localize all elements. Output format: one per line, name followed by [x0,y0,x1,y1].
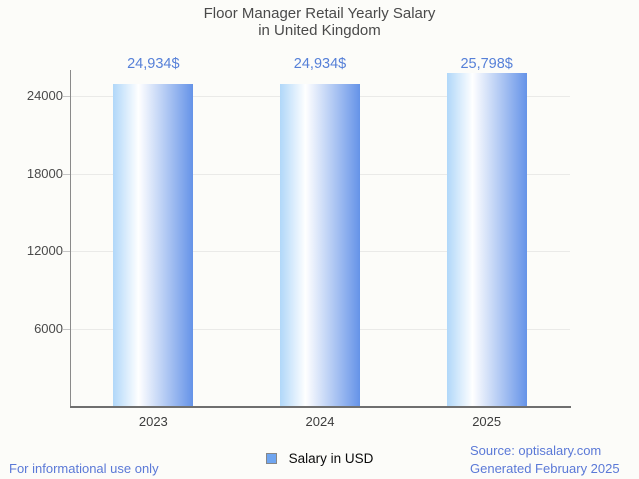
bar-2025 [446,72,527,407]
source-link[interactable]: Source: optisalary.com [470,443,602,458]
y-axis-tick [63,329,70,331]
disclaimer-text: For informational use only [9,461,159,476]
x-axis-label: 2025 [472,414,502,429]
y-axis-tick [63,95,70,97]
y-axis-label: 18000 [26,165,63,181]
y-axis-tick [63,173,70,175]
bar-2024 [280,83,360,407]
chart-title: Floor Manager Retail Yearly Salary in Un… [0,5,639,39]
y-axis-label: 12000 [26,243,63,259]
bar-value-label: 24,934$ [293,56,347,72]
x-axis-label: 2023 [138,414,168,429]
legend-swatch-icon [265,453,277,464]
bar-value-label: 24,934$ [127,56,180,72]
chart-legend: Salary in USD [0,451,639,466]
y-axis-line [70,70,71,408]
y-axis-tick [63,251,70,253]
x-axis-line [70,406,571,408]
chart-title-line2: in United Kingdom [258,22,381,39]
legend-label: Salary in USD [288,451,374,466]
generated-text: Generated February 2025 [470,461,620,476]
bar-value-label: 25,798$ [460,56,513,72]
bar-2023 [113,83,194,407]
chart-title-line1: Floor Manager Retail Yearly Salary [203,5,436,22]
x-axis-label: 2024 [305,414,335,429]
y-axis-label: 6000 [34,321,63,337]
y-axis-label: 24000 [26,87,63,103]
